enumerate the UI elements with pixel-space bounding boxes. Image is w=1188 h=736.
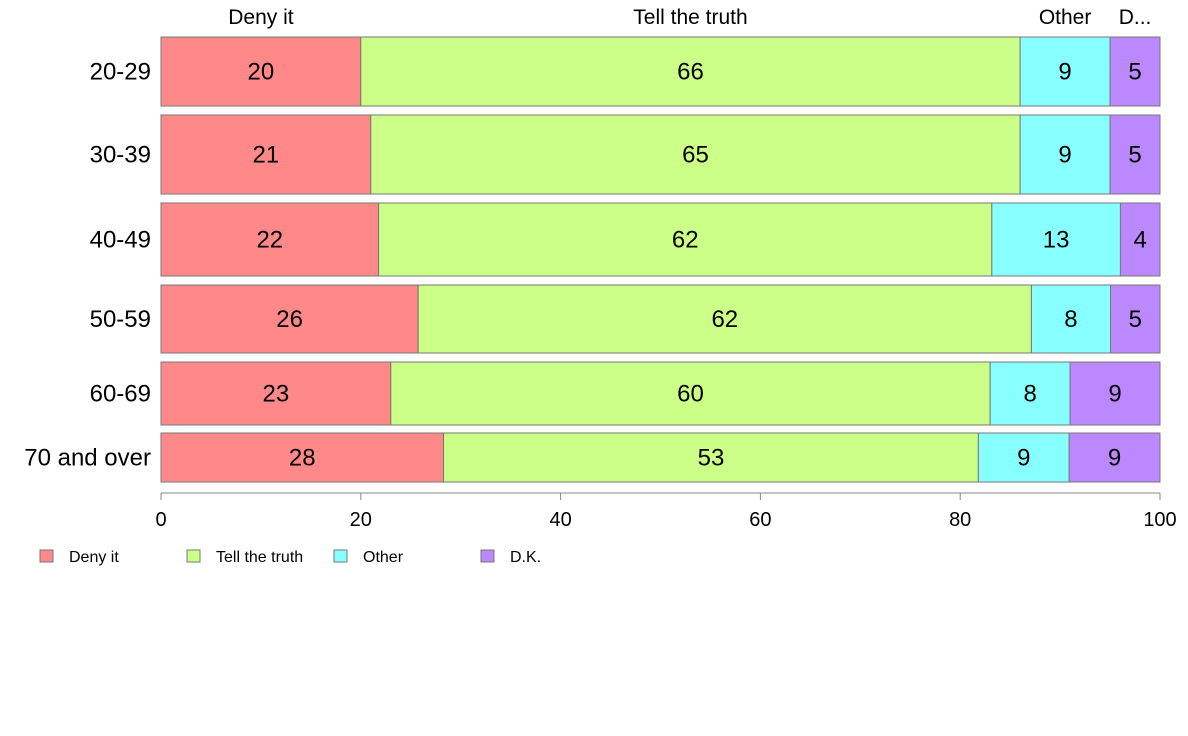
bar-segment <box>360 36 1021 107</box>
bar-segment <box>160 361 392 426</box>
column-header: Deny it <box>228 6 294 29</box>
x-tick-label: 0 <box>155 509 166 531</box>
data-label: 60 <box>677 381 704 408</box>
data-label: 62 <box>672 227 699 254</box>
bars-layer: 20 66 9 5 21 65 9 5 22 62 13 4 26 62 8 5 23 60 8 9 28 53 9 9 <box>160 36 1161 483</box>
column-header: D... <box>1119 6 1152 29</box>
data-label: 9 <box>1108 445 1121 472</box>
data-label: 5 <box>1128 59 1141 86</box>
legend-label: Other <box>363 549 404 566</box>
legend-swatch <box>333 549 348 563</box>
bar-segment <box>160 202 380 277</box>
bar-segment <box>160 284 419 354</box>
bar-segment <box>160 432 445 483</box>
x-tick-label: 80 <box>949 509 971 531</box>
x-axis: 0 20 40 60 80 100 <box>155 492 1177 531</box>
data-label: 8 <box>1023 381 1036 408</box>
legend-swatch <box>39 549 54 563</box>
bar-segment <box>1069 361 1161 426</box>
bar-segment <box>378 202 993 277</box>
bar-segment <box>417 284 1032 354</box>
legend-label: D.K. <box>510 549 541 566</box>
bar-segment <box>160 114 372 195</box>
legend-swatch <box>186 549 201 563</box>
bar-segment <box>1019 114 1111 195</box>
bar-segment <box>443 432 979 483</box>
data-label: 5 <box>1128 142 1141 169</box>
row-labels: 20-29 30-39 40-49 50-59 60-69 70 and over <box>24 59 151 472</box>
legend-label: Tell the truth <box>216 549 303 566</box>
data-label: 28 <box>289 445 316 472</box>
x-tick-label: 100 <box>1143 509 1176 531</box>
data-label: 9 <box>1108 381 1121 408</box>
bar-segment <box>1109 114 1161 195</box>
row-label: 60-69 <box>90 381 151 408</box>
row-label: 30-39 <box>90 142 151 169</box>
bar-segment <box>1019 36 1111 107</box>
data-label: 53 <box>698 445 725 472</box>
data-label: 20 <box>248 59 275 86</box>
data-label: 4 <box>1134 227 1147 254</box>
row-label: 50-59 <box>90 306 151 333</box>
row-label: 40-49 <box>90 227 151 254</box>
bar-segment <box>1110 284 1161 354</box>
column-header: Tell the truth <box>633 6 747 29</box>
bar-segment <box>370 114 1021 195</box>
bar-segment <box>1109 36 1161 107</box>
legend-swatch <box>480 549 495 563</box>
x-tick-label: 20 <box>350 509 372 531</box>
data-label: 9 <box>1058 59 1071 86</box>
data-label: 23 <box>263 381 290 408</box>
row-label: 70 and over <box>24 445 151 472</box>
data-label: 9 <box>1058 142 1071 169</box>
data-label: 13 <box>1043 227 1070 254</box>
row-label: 20-29 <box>90 59 151 86</box>
bar-segment <box>989 361 1071 426</box>
data-label: 22 <box>256 227 283 254</box>
legend: Deny it Tell the truth Other D.K. <box>39 549 541 566</box>
data-label: 21 <box>253 142 280 169</box>
data-label: 65 <box>682 142 709 169</box>
bar-segment <box>1119 202 1161 277</box>
bar-segment <box>390 361 991 426</box>
data-label: 26 <box>276 306 303 333</box>
data-label: 62 <box>711 306 738 333</box>
column-header: Other <box>1039 6 1092 29</box>
data-label: 9 <box>1017 445 1030 472</box>
column-headers: Deny it Tell the truth Other D... <box>228 6 1151 29</box>
x-tick-label: 60 <box>749 509 771 531</box>
legend-label: Deny it <box>69 549 119 566</box>
x-tick-label: 40 <box>549 509 571 531</box>
data-label: 8 <box>1064 306 1077 333</box>
bar-segment <box>160 36 362 107</box>
bar-segment <box>977 432 1070 483</box>
data-label: 5 <box>1129 306 1142 333</box>
bar-segment <box>1068 432 1161 483</box>
data-label: 66 <box>677 59 704 86</box>
